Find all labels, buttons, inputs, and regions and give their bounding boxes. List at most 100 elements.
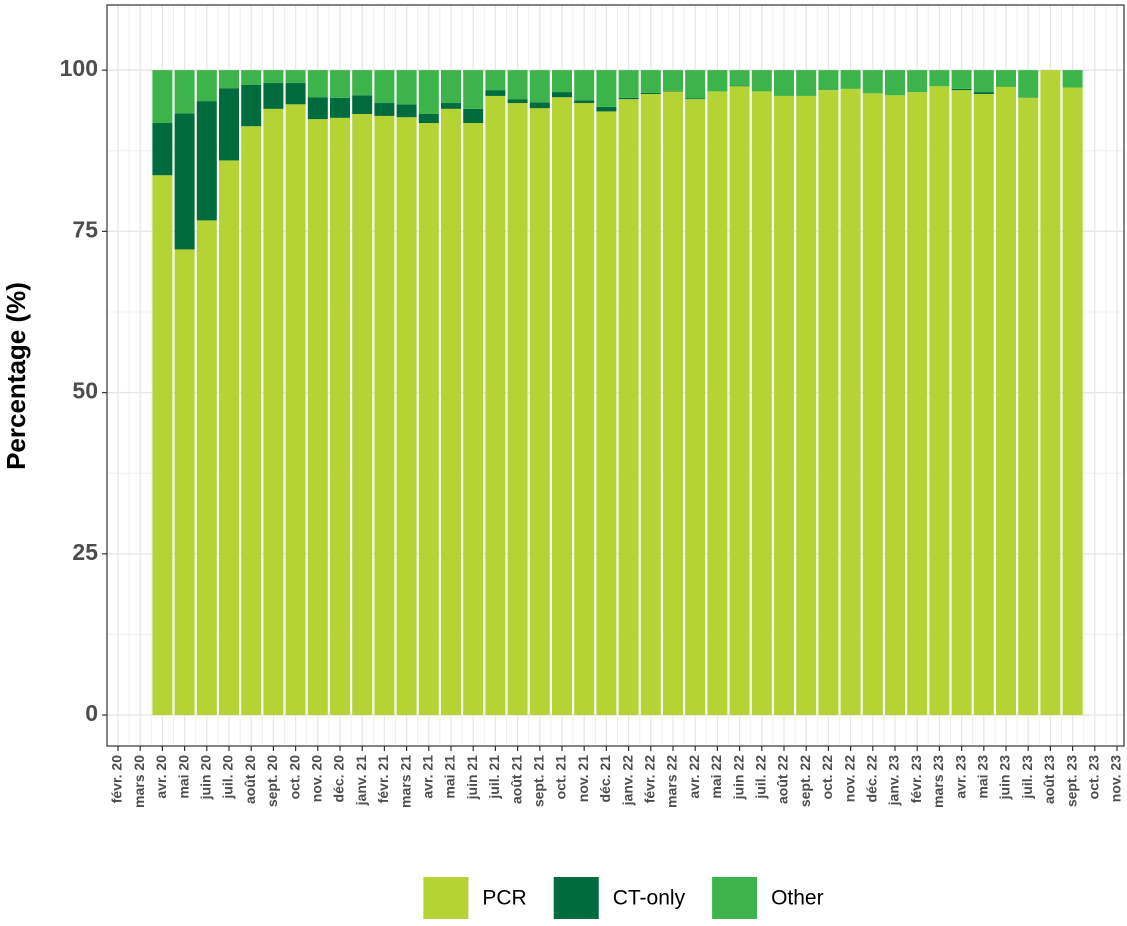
x-tick-label: févr. 21	[375, 755, 391, 803]
y-tick-label: 100	[60, 55, 98, 81]
bar-segment	[241, 126, 262, 716]
bar-segment	[307, 119, 328, 716]
bar-segment	[463, 123, 484, 716]
x-tick-label: févr. 23	[908, 755, 924, 803]
bar-segment	[885, 95, 905, 716]
bar-segment	[441, 70, 461, 104]
bar-segment	[929, 70, 950, 87]
bar-segment	[1062, 87, 1083, 716]
bar-segment	[751, 91, 772, 716]
x-tick-label: oct. 20	[286, 755, 302, 800]
bar-segment	[374, 103, 395, 116]
bar-segment	[196, 70, 217, 102]
bar-segment	[951, 90, 972, 716]
x-tick-label: avr. 21	[420, 755, 436, 799]
bar-segment	[751, 70, 772, 92]
x-tick-label: sept. 20	[264, 755, 280, 807]
bar-segment	[663, 70, 683, 91]
bar-segment	[596, 70, 617, 107]
bar-segment	[973, 70, 994, 93]
bar-segment	[951, 70, 972, 89]
bar-segment	[818, 90, 839, 716]
bar-segment	[485, 95, 506, 716]
bar-segment	[219, 160, 239, 716]
bar-segment	[196, 220, 217, 716]
x-tick-label: févr. 20	[109, 755, 125, 803]
bar-segment	[618, 70, 639, 98]
bar-segment	[1018, 97, 1039, 716]
bar-segment	[663, 90, 683, 92]
x-tick-label: oct. 21	[553, 755, 569, 800]
y-tick-label: 75	[72, 216, 98, 242]
bar-segment	[774, 95, 794, 716]
bar-segment	[596, 106, 617, 112]
bar-segment	[285, 83, 306, 105]
legend-label: CT-only	[613, 887, 686, 910]
bar-segment	[552, 70, 572, 93]
x-tick-label: juil. 21	[486, 755, 502, 800]
x-tick-label: mai 22	[708, 755, 724, 799]
bar-segment	[263, 70, 284, 84]
x-tick-label: avr. 20	[153, 755, 169, 799]
bar-segment	[485, 70, 506, 91]
bar-segment	[1040, 70, 1061, 716]
bar-segment	[285, 104, 306, 716]
bar-segment	[330, 70, 350, 98]
bar-segment	[529, 70, 550, 103]
legend-key	[553, 877, 599, 919]
bar-segment	[640, 93, 661, 716]
bar-segment	[862, 93, 883, 716]
bar-segment	[907, 92, 928, 716]
x-tick-label: juin 22	[730, 755, 746, 801]
x-tick-label: janv. 23	[886, 755, 902, 807]
bar-segment	[552, 92, 572, 98]
x-tick-label: janv. 22	[619, 755, 635, 807]
bar-segment	[774, 70, 794, 96]
x-tick-label: juil. 20	[220, 755, 236, 800]
x-tick-label: mars 23	[930, 755, 946, 808]
bar-segment	[640, 70, 661, 93]
x-tick-label: mai 20	[175, 755, 191, 799]
bar-segment	[463, 108, 484, 124]
y-tick-label: 25	[72, 539, 98, 565]
bar-segment	[663, 91, 683, 716]
bar-segment	[396, 70, 417, 105]
x-tick-label: août 21	[508, 755, 524, 804]
legend-label: Other	[771, 887, 824, 910]
bar-segment	[840, 70, 861, 89]
legend-key	[712, 877, 758, 919]
bar-segment	[307, 97, 328, 120]
bar-segment	[796, 95, 817, 716]
x-tick-label: août 20	[242, 755, 258, 804]
bar-segment	[396, 104, 417, 118]
bar-segment	[174, 113, 195, 250]
bar-segment	[596, 111, 617, 716]
bar-segment	[330, 97, 350, 118]
bar-segment	[640, 92, 661, 94]
bar-segment	[263, 83, 284, 109]
x-tick-label: sept. 21	[531, 755, 547, 807]
bar-segment	[574, 70, 595, 101]
bar-segment	[396, 117, 417, 716]
x-tick-label: mai 21	[442, 755, 458, 799]
bar-segment	[241, 70, 262, 85]
bar-segment	[707, 70, 728, 92]
bar-segment	[907, 70, 928, 93]
bar-segment	[973, 93, 994, 716]
bar-segment	[219, 70, 239, 89]
bar-segment	[152, 175, 173, 716]
bar-segment	[929, 86, 950, 716]
bar-segment	[263, 108, 284, 716]
bar-segment	[374, 115, 395, 716]
x-tick-label: oct. 22	[819, 755, 835, 800]
bar-segment	[330, 117, 350, 716]
bar-segment	[219, 88, 239, 161]
bar-segment	[285, 70, 306, 84]
bar-segment	[552, 97, 572, 716]
bar-segment	[973, 92, 994, 94]
bar-segment	[707, 91, 728, 716]
bar-segment	[796, 70, 817, 96]
x-tick-label: nov. 23	[1108, 755, 1124, 802]
bar-segment	[685, 70, 706, 99]
